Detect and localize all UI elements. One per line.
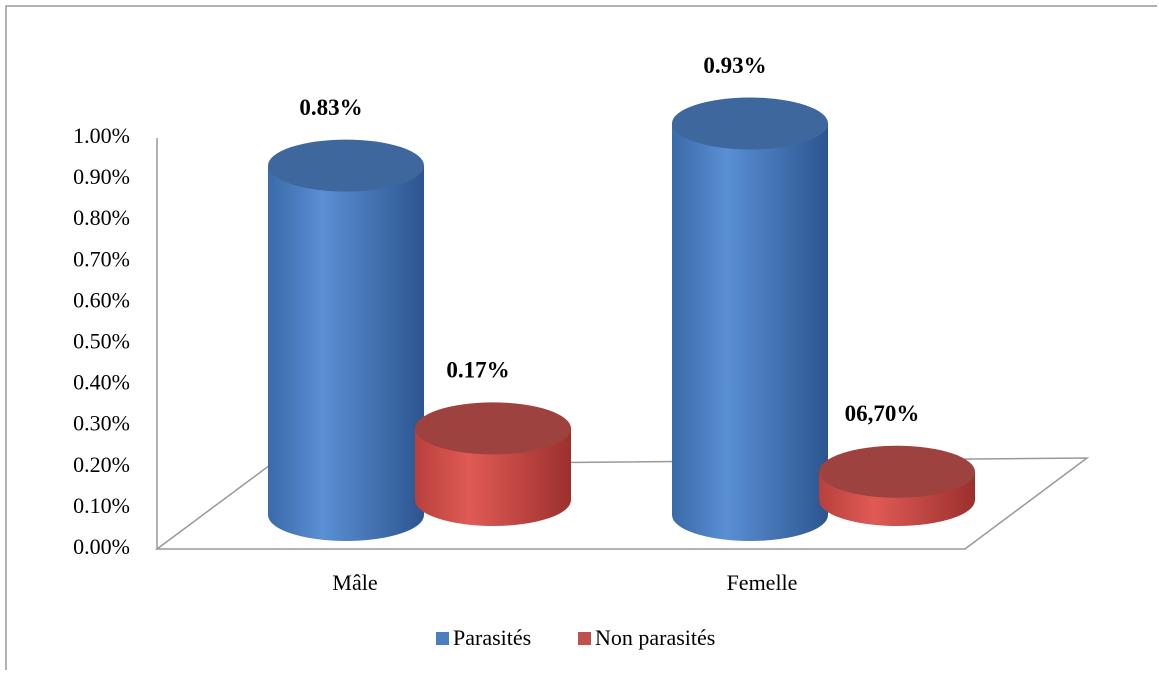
bar-body (672, 123, 828, 541)
legend-label: Non parasités (595, 625, 715, 650)
y-tick-label: 0.20% (73, 452, 130, 477)
data-label: 06,70% (845, 401, 920, 426)
bar-top (819, 445, 975, 498)
legend-label: Parasités (453, 625, 531, 650)
bar (415, 402, 571, 526)
y-tick-label: 0.70% (73, 246, 130, 271)
floor (154, 457, 1090, 550)
bar-top (268, 139, 424, 192)
y-tick-label: 0.60% (73, 287, 130, 312)
bar (819, 445, 975, 526)
chart-border (5, 5, 1157, 670)
bar (672, 97, 828, 541)
y-tick-label: 0.50% (73, 329, 130, 354)
x-tick-label: Femelle (727, 570, 798, 595)
data-label: 0.17% (446, 358, 509, 383)
y-tick-label: 0.10% (73, 493, 130, 518)
y-tick-label: 0.00% (73, 534, 130, 559)
bar-body (268, 165, 424, 541)
bar-body (415, 428, 571, 526)
data-label: 0.93% (703, 53, 766, 78)
y-tick-label: 0.40% (73, 370, 130, 395)
bar-top (415, 402, 571, 455)
bar (268, 139, 424, 541)
legend-swatch (578, 632, 591, 645)
y-tick-label: 0.30% (73, 411, 130, 436)
legend-swatch (436, 632, 449, 645)
y-tick-label: 1.00% (73, 123, 130, 148)
x-tick-label: Mâle (332, 570, 377, 595)
y-tick-label: 0.80% (73, 205, 130, 230)
bar-top (672, 97, 828, 150)
y-tick-label: 0.90% (73, 164, 130, 189)
data-label: 0.83% (299, 95, 362, 120)
